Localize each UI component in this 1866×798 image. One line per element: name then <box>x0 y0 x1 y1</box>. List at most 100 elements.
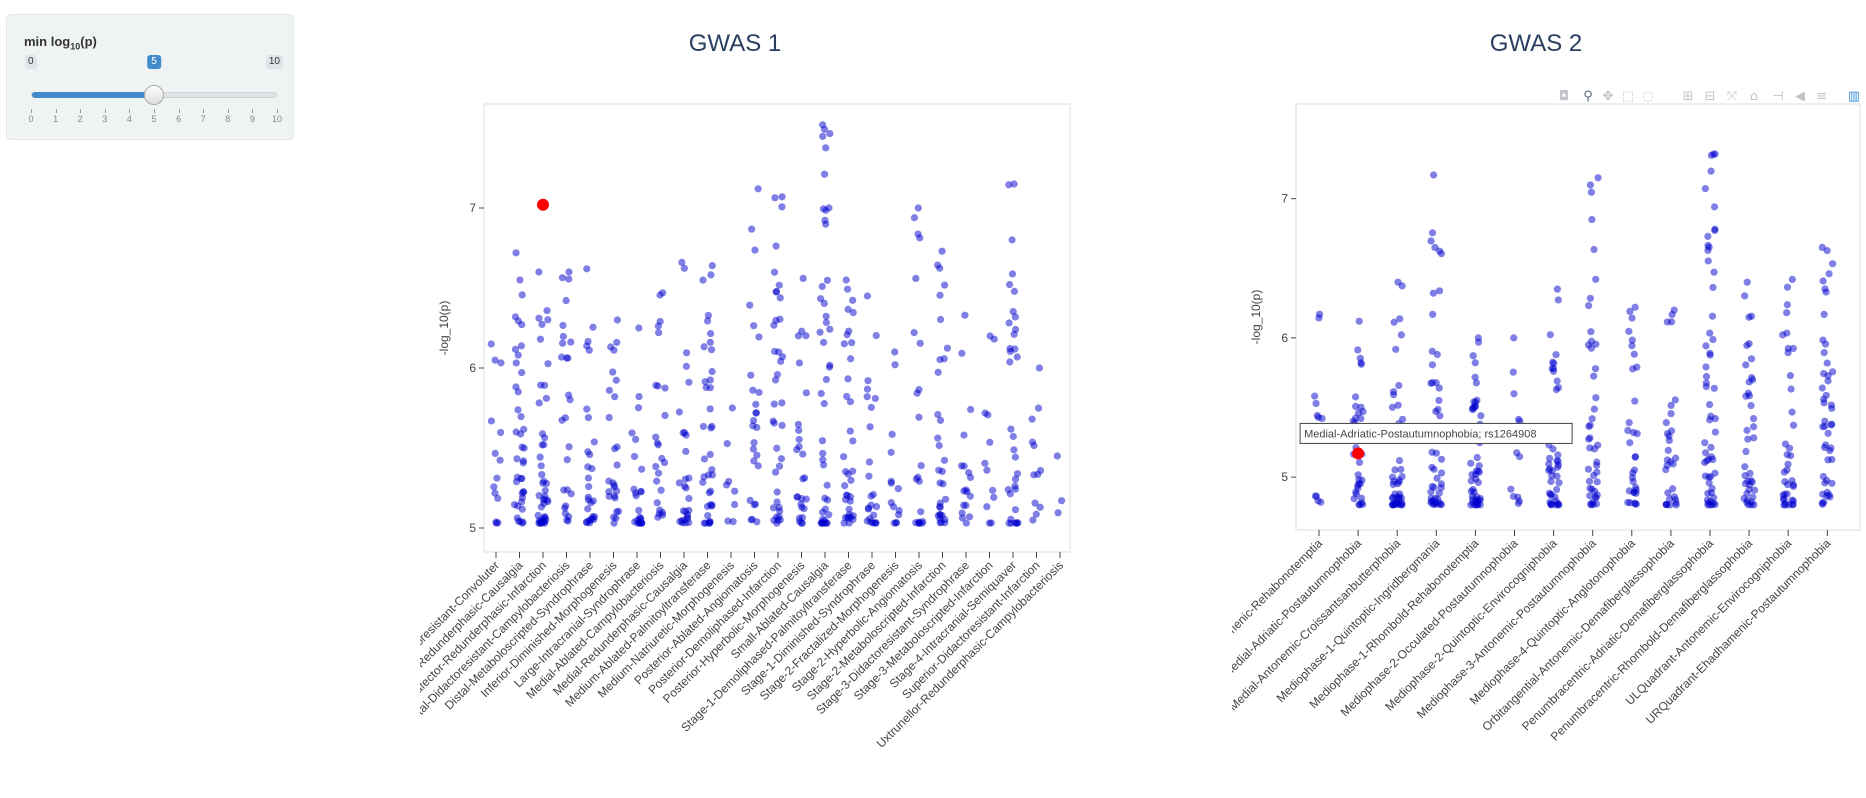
data-point[interactable] <box>680 429 689 437</box>
data-point[interactable] <box>681 475 689 483</box>
data-point[interactable] <box>749 386 757 394</box>
data-point[interactable] <box>1388 494 1397 502</box>
data-point[interactable] <box>583 265 591 273</box>
data-point[interactable] <box>819 132 827 140</box>
data-point[interactable] <box>1432 407 1440 416</box>
data-point[interactable] <box>962 519 970 527</box>
data-point[interactable] <box>817 389 825 398</box>
data-point[interactable] <box>746 496 754 504</box>
data-point[interactable] <box>1053 452 1061 460</box>
data-point[interactable] <box>590 438 598 446</box>
data-point[interactable] <box>1474 478 1482 487</box>
data-point[interactable] <box>983 503 991 511</box>
data-point[interactable] <box>567 338 575 346</box>
plotly-logo-icon[interactable]: ▥ <box>1847 89 1861 104</box>
data-point[interactable] <box>1507 485 1515 493</box>
data-point[interactable] <box>1818 384 1826 392</box>
data-point[interactable] <box>538 430 547 438</box>
data-point[interactable] <box>843 392 851 401</box>
data-point[interactable] <box>773 498 781 506</box>
data-point[interactable] <box>981 409 989 417</box>
data-point[interactable] <box>1515 453 1524 461</box>
data-point[interactable] <box>938 467 946 476</box>
data-point[interactable] <box>1823 359 1831 367</box>
data-point[interactable] <box>748 225 756 233</box>
data-point[interactable] <box>1010 180 1018 188</box>
data-point[interactable] <box>1709 455 1717 464</box>
data-point[interactable] <box>654 469 663 477</box>
data-point[interactable] <box>915 519 924 527</box>
data-point[interactable] <box>1397 465 1405 474</box>
data-point[interactable] <box>1819 500 1827 508</box>
data-point[interactable] <box>1389 388 1398 396</box>
data-point[interactable] <box>611 494 619 502</box>
data-point[interactable] <box>491 449 499 457</box>
data-point[interactable] <box>1743 426 1751 434</box>
data-point[interactable] <box>841 514 850 522</box>
data-point[interactable] <box>1005 280 1014 289</box>
data-point[interactable] <box>517 430 525 438</box>
data-point[interactable] <box>512 249 520 257</box>
data-point[interactable] <box>1629 365 1637 373</box>
data-point[interactable] <box>891 348 899 356</box>
data-point[interactable] <box>936 503 944 511</box>
data-point[interactable] <box>1667 401 1675 410</box>
data-point[interactable] <box>1744 501 1753 509</box>
data-point[interactable] <box>1631 303 1639 311</box>
data-point[interactable] <box>849 296 857 304</box>
data-point[interactable] <box>769 504 778 512</box>
data-point[interactable] <box>1054 509 1062 517</box>
data-point[interactable] <box>1630 350 1638 358</box>
data-point[interactable] <box>1588 215 1596 224</box>
data-point[interactable] <box>511 345 520 353</box>
data-point[interactable] <box>685 494 693 503</box>
data-point[interactable] <box>567 490 575 498</box>
data-point[interactable] <box>652 433 660 441</box>
data-point[interactable] <box>537 462 545 470</box>
data-point[interactable] <box>708 422 716 431</box>
data-point[interactable] <box>1663 429 1672 438</box>
data-point[interactable] <box>1702 342 1710 350</box>
data-point[interactable] <box>516 276 524 284</box>
data-point[interactable] <box>612 376 620 384</box>
data-point[interactable] <box>1820 310 1828 318</box>
data-point[interactable] <box>943 344 952 352</box>
data-point[interactable] <box>1783 466 1791 474</box>
data-point[interactable] <box>1396 315 1404 323</box>
data-point[interactable] <box>1628 342 1636 350</box>
data-point[interactable] <box>705 489 713 497</box>
data-point[interactable] <box>1007 425 1015 433</box>
data-point[interactable] <box>611 393 619 401</box>
data-point[interactable] <box>1590 372 1598 380</box>
data-point[interactable] <box>653 477 661 485</box>
data-point[interactable] <box>1555 479 1563 487</box>
data-point[interactable] <box>916 234 924 242</box>
data-point[interactable] <box>1744 477 1752 485</box>
data-point[interactable] <box>1780 501 1788 509</box>
data-point[interactable] <box>864 377 872 385</box>
data-point[interactable] <box>987 519 995 527</box>
data-point[interactable] <box>1701 472 1709 480</box>
data-point[interactable] <box>1036 503 1044 511</box>
data-point[interactable] <box>866 423 874 431</box>
data-point[interactable] <box>849 515 857 524</box>
data-point[interactable] <box>1510 390 1518 398</box>
data-point[interactable] <box>848 339 856 347</box>
data-point[interactable] <box>1437 455 1446 463</box>
data-point[interactable] <box>560 486 568 494</box>
data-point[interactable] <box>1781 490 1789 498</box>
data-point[interactable] <box>917 508 925 516</box>
data-point[interactable] <box>1547 477 1555 485</box>
data-point[interactable] <box>1705 243 1713 251</box>
data-point[interactable] <box>680 264 688 272</box>
data-point[interactable] <box>752 400 760 408</box>
data-point[interactable] <box>1007 515 1015 523</box>
data-point[interactable] <box>1669 460 1677 468</box>
data-point[interactable] <box>605 477 613 485</box>
data-point[interactable] <box>517 474 525 483</box>
data-point[interactable] <box>1428 463 1436 472</box>
data-point[interactable] <box>958 349 966 357</box>
data-point[interactable] <box>1744 435 1752 443</box>
data-point[interactable] <box>751 246 759 254</box>
data-point[interactable] <box>823 276 832 284</box>
